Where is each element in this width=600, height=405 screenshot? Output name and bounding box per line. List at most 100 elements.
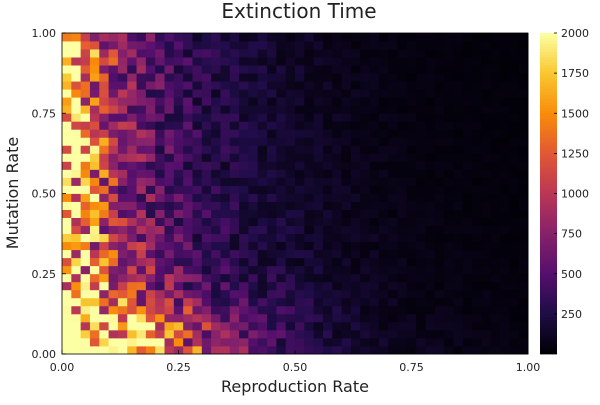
heatmap-cell xyxy=(509,289,520,299)
heatmap-cell xyxy=(145,153,156,162)
heatmap-cell xyxy=(201,65,212,74)
heatmap-cell xyxy=(322,113,333,122)
heatmap-cell xyxy=(62,329,72,339)
heatmap-cell xyxy=(117,185,128,194)
heatmap-cell xyxy=(369,185,380,194)
heatmap-cell xyxy=(332,65,342,74)
heatmap-cell xyxy=(388,65,398,74)
heatmap-cell xyxy=(117,225,128,235)
heatmap-cell xyxy=(62,97,72,106)
heatmap-cell xyxy=(117,281,128,291)
heatmap-cell xyxy=(416,233,426,243)
heatmap-cell xyxy=(117,129,128,138)
heatmap-cell xyxy=(304,209,315,218)
heatmap-cell xyxy=(248,289,259,299)
heatmap-cell xyxy=(89,57,100,66)
heatmap-cell xyxy=(416,89,426,98)
heatmap-cell xyxy=(425,41,436,50)
heatmap-cell xyxy=(490,281,501,291)
heatmap-cell xyxy=(350,65,361,74)
heatmap-cell xyxy=(444,265,454,275)
heatmap-cell xyxy=(257,273,268,283)
heatmap-cell xyxy=(183,313,193,323)
heatmap-cell xyxy=(472,137,482,146)
heatmap-cell xyxy=(322,153,333,162)
heatmap-cell xyxy=(425,81,436,90)
heatmap-cell xyxy=(248,65,259,74)
heatmap-cell xyxy=(229,97,240,106)
heatmap-cell xyxy=(453,265,464,275)
heatmap-cell xyxy=(229,273,240,283)
heatmap-cell xyxy=(99,193,109,202)
heatmap-cell xyxy=(481,105,492,114)
heatmap-cell xyxy=(350,81,361,90)
heatmap-cell xyxy=(89,289,100,299)
heatmap-cell xyxy=(229,65,240,74)
heatmap-cell xyxy=(472,153,482,162)
heatmap-cell xyxy=(257,137,268,146)
heatmap-cell xyxy=(490,201,501,210)
colorbar-segment xyxy=(540,292,557,296)
heatmap-cell xyxy=(173,129,184,138)
heatmap-cell xyxy=(500,305,510,315)
heatmap-cell xyxy=(257,321,268,331)
heatmap-cell xyxy=(304,281,315,291)
heatmap-cell xyxy=(313,337,324,347)
heatmap-cell xyxy=(239,281,249,291)
heatmap-cell xyxy=(127,313,137,323)
heatmap-cell xyxy=(360,153,370,162)
heatmap-cell xyxy=(406,81,417,90)
heatmap-cell xyxy=(285,33,296,42)
heatmap-cell xyxy=(313,321,324,331)
heatmap-cell xyxy=(295,193,305,202)
heatmap-cell xyxy=(136,89,147,98)
heatmap-cell xyxy=(453,145,464,154)
heatmap-cell xyxy=(509,129,520,138)
heatmap-cell xyxy=(136,337,147,347)
heatmap-cell xyxy=(89,225,100,235)
heatmap-cell xyxy=(453,121,464,130)
heatmap-cell xyxy=(490,169,501,178)
heatmap-cell xyxy=(500,225,510,235)
colorbar-segment xyxy=(540,305,557,309)
heatmap-cell xyxy=(313,49,324,58)
heatmap-cell xyxy=(201,249,212,259)
heatmap-cell xyxy=(369,193,380,202)
heatmap-cell xyxy=(313,105,324,114)
heatmap-cell xyxy=(416,137,426,146)
heatmap-cell xyxy=(173,297,184,307)
heatmap-cell xyxy=(462,105,473,114)
heatmap-cell xyxy=(267,265,277,275)
heatmap-cell xyxy=(295,297,305,307)
colorbar-segment xyxy=(540,343,557,347)
heatmap-cell xyxy=(136,329,147,339)
heatmap-cell xyxy=(173,241,184,251)
heatmap-cell xyxy=(248,105,259,114)
heatmap-cell xyxy=(267,345,277,355)
heatmap-cell xyxy=(127,225,137,235)
heatmap-cell xyxy=(453,105,464,114)
heatmap-cell xyxy=(481,209,492,218)
colorbar-segment xyxy=(540,156,557,160)
heatmap-cell xyxy=(434,113,445,122)
heatmap-cell xyxy=(406,73,417,82)
heatmap-cell xyxy=(350,193,361,202)
heatmap-cell xyxy=(406,233,417,243)
heatmap-cell xyxy=(360,161,370,170)
heatmap-cell xyxy=(127,105,137,114)
heatmap-cell xyxy=(257,297,268,307)
heatmap-cell xyxy=(127,81,137,90)
heatmap-cell xyxy=(341,49,352,58)
heatmap-cell xyxy=(239,345,249,355)
colorbar-segment xyxy=(540,115,557,119)
heatmap-cell xyxy=(201,201,212,210)
heatmap-cell xyxy=(518,33,529,42)
heatmap-cell xyxy=(332,177,342,186)
heatmap-cell xyxy=(434,49,445,58)
heatmap-cell xyxy=(295,113,305,122)
heatmap-cell xyxy=(490,289,501,299)
heatmap-cell xyxy=(145,233,156,243)
heatmap-cell xyxy=(108,233,119,243)
heatmap-cell xyxy=(145,145,156,154)
heatmap-cell xyxy=(211,57,221,66)
